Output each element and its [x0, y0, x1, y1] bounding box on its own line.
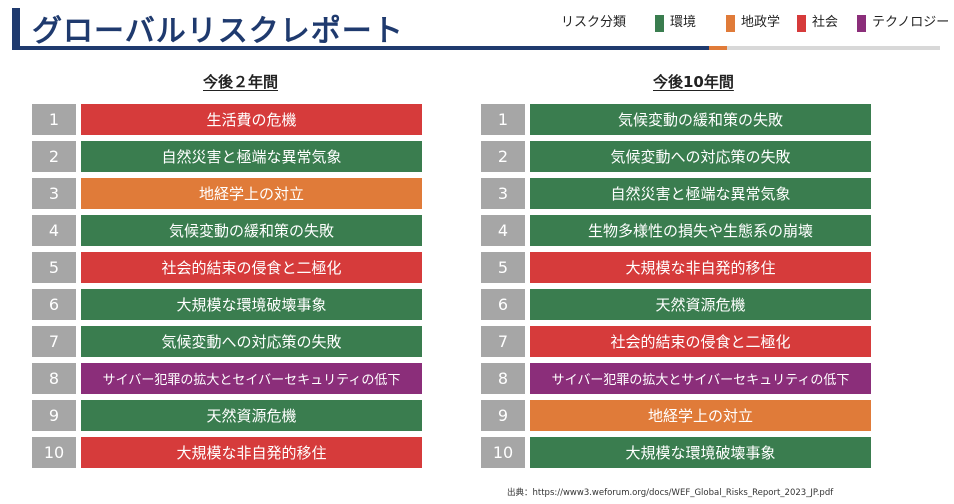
rank-number: 2: [32, 141, 76, 172]
rank-number: 5: [32, 252, 76, 283]
title-accent-bar: [12, 8, 20, 46]
legend-item-geopolitics: 地政学: [726, 14, 780, 32]
legend-item-technology: テクノロジー: [857, 14, 949, 32]
risk-label: 地経学上の対立: [81, 178, 422, 209]
rank-number: 8: [481, 363, 525, 394]
legend-item-environment: 環境: [655, 14, 696, 32]
left-column-heading: 今後２年間: [203, 73, 279, 91]
risk-label: サイバー犯罪の拡大とサイバーセキュリティの低下: [530, 363, 871, 394]
rank-number: 4: [32, 215, 76, 246]
risk-label: 大規模な非自発的移住: [81, 437, 422, 468]
risk-label: 自然災害と極端な異常気象: [530, 178, 871, 209]
legend-label: 社会: [812, 15, 839, 30]
rank-number: 7: [32, 326, 76, 357]
legend-swatch: [655, 14, 664, 32]
legend-label: 地政学: [741, 15, 781, 30]
rank-number: 1: [32, 104, 76, 135]
risk-label: サイバー犯罪の拡大とセイバーセキュリティの低下: [81, 363, 422, 394]
header-rule-accent: [709, 46, 727, 50]
rank-number: 1: [481, 104, 525, 135]
risk-label: 自然災害と極端な異常気象: [81, 141, 422, 172]
risk-label: 気候変動への対応策の失敗: [81, 326, 422, 357]
risk-label: 大規模な環境破壊事象: [81, 289, 422, 320]
page-title: グローバルリスクレポート: [32, 14, 404, 49]
rank-number: 8: [32, 363, 76, 394]
rank-number: 7: [481, 326, 525, 357]
risk-label: 気候変動の緩和策の失敗: [81, 215, 422, 246]
rank-number: 2: [481, 141, 525, 172]
risk-label: 大規模な環境破壊事象: [530, 437, 871, 468]
risk-label: 天然資源危機: [81, 400, 422, 431]
rank-number: 10: [481, 437, 525, 468]
right-column-heading: 今後10年間: [653, 73, 734, 91]
rank-number: 6: [481, 289, 525, 320]
legend-item-society: 社会: [797, 14, 838, 32]
source-citation: 出典：https://www3.weforum.org/docs/WEF_Glo…: [507, 488, 834, 498]
rank-number: 4: [481, 215, 525, 246]
rank-number: 9: [481, 400, 525, 431]
legend-label: テクノロジー: [872, 15, 950, 30]
legend-swatch: [857, 14, 866, 32]
risk-label: 天然資源危機: [530, 289, 871, 320]
rank-number: 5: [481, 252, 525, 283]
risk-label: 気候変動の緩和策の失敗: [530, 104, 871, 135]
rank-number: 3: [32, 178, 76, 209]
risk-label: 地経学上の対立: [530, 400, 871, 431]
risk-label: 生活費の危機: [81, 104, 422, 135]
legend-swatch: [726, 14, 735, 32]
rank-number: 3: [481, 178, 525, 209]
risk-label: 社会的結束の侵食と二極化: [81, 252, 422, 283]
rank-number: 9: [32, 400, 76, 431]
rank-number: 10: [32, 437, 76, 468]
risk-label: 大規模な非自発的移住: [530, 252, 871, 283]
legend-title: リスク分類: [561, 15, 627, 30]
risk-label: 社会的結束の侵食と二極化: [530, 326, 871, 357]
rank-number: 6: [32, 289, 76, 320]
legend-label: 環境: [670, 15, 697, 30]
header-rule-end: [709, 46, 940, 50]
header-rule: [12, 46, 709, 50]
risk-label: 気候変動への対応策の失敗: [530, 141, 871, 172]
risk-label: 生物多様性の損失や生態系の崩壊: [530, 215, 871, 246]
legend-swatch: [797, 14, 806, 32]
